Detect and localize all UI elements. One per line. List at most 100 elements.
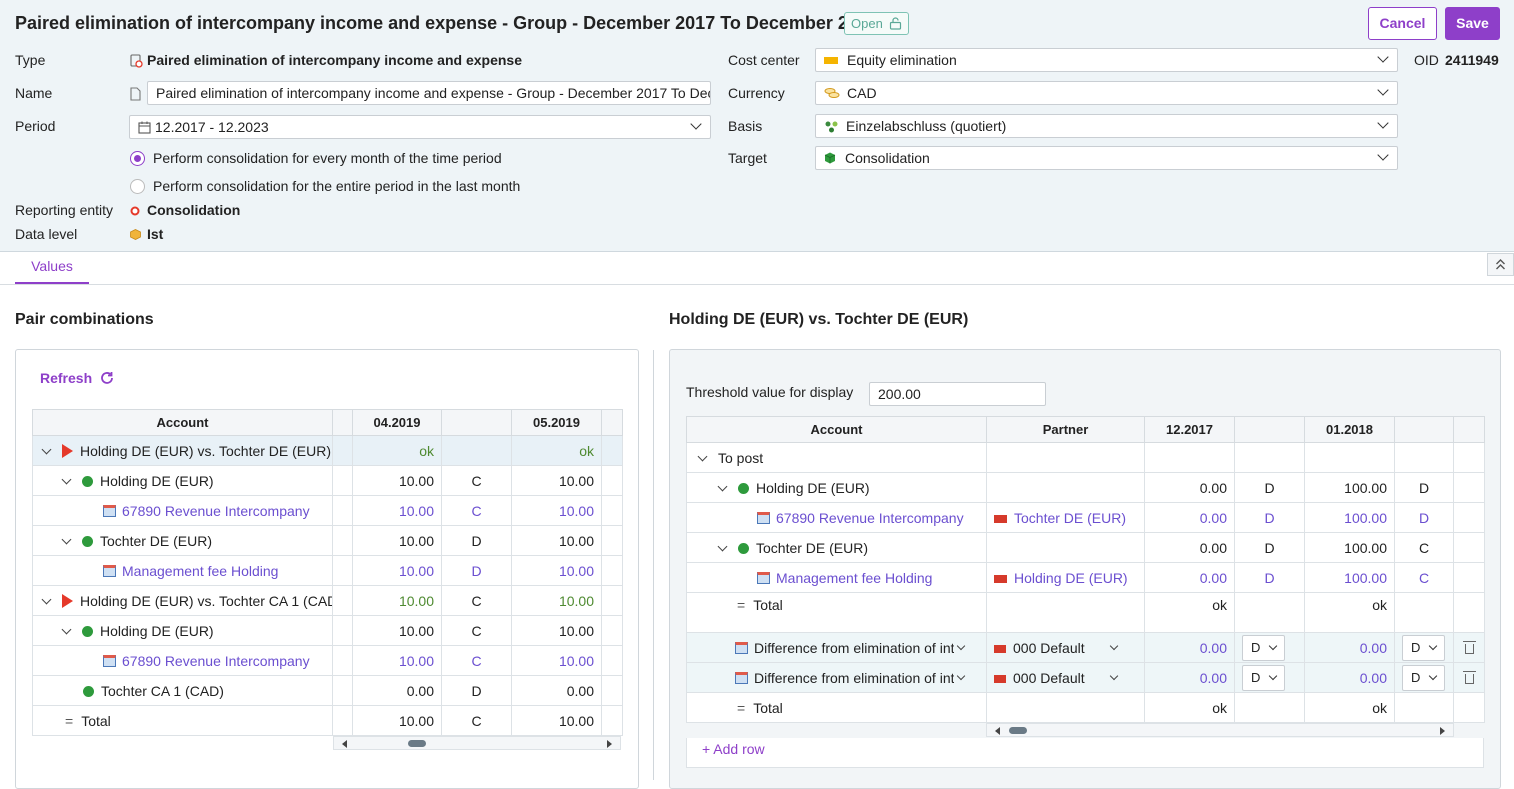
table-row[interactable]: Management fee Holding 10.00 D 10.00 bbox=[32, 555, 623, 586]
value-input[interactable]: 0.00 bbox=[1144, 662, 1235, 693]
row-label: Total bbox=[753, 699, 783, 716]
scroll-right-icon[interactable] bbox=[1440, 727, 1445, 735]
target-select[interactable]: Consolidation bbox=[815, 146, 1398, 170]
table-row-total: = Total ok ok bbox=[686, 692, 1485, 723]
cost-center-select[interactable]: Equity elimination bbox=[815, 48, 1398, 72]
sign-select[interactable]: D bbox=[1242, 664, 1286, 691]
chevron-down-icon[interactable] bbox=[1109, 671, 1118, 680]
chevron-down-icon[interactable] bbox=[956, 641, 966, 650]
col-12-2017[interactable]: 12.2017 bbox=[1144, 416, 1235, 443]
table-row[interactable]: Tochter DE (EUR) 10.00 D 10.00 bbox=[32, 525, 623, 556]
scroll-left-icon[interactable] bbox=[995, 727, 1000, 735]
table-row[interactable]: Management fee Holding Holding DE (EUR) … bbox=[686, 562, 1485, 593]
account-select-value[interactable]: Difference from elimination of intercomp… bbox=[754, 669, 954, 686]
chevron-down-icon bbox=[1377, 117, 1389, 129]
sign-select[interactable]: D bbox=[1402, 634, 1446, 661]
table-row[interactable]: 67890 Revenue Intercompany 10.00 C 10.00 bbox=[32, 645, 623, 676]
value-input[interactable]: 0.00 bbox=[1304, 662, 1395, 693]
period-select[interactable]: 12.2017 - 12.2023 bbox=[129, 115, 711, 139]
cell-sign bbox=[1394, 442, 1454, 473]
cell-value: 10.00 bbox=[511, 585, 602, 616]
chevron-down-icon[interactable] bbox=[956, 671, 966, 680]
cell-value: 10.00 bbox=[511, 555, 602, 586]
collapse-button[interactable] bbox=[1487, 253, 1514, 276]
chevron-down-icon[interactable] bbox=[697, 451, 708, 461]
unlock-icon bbox=[890, 17, 902, 30]
save-button[interactable]: Save bbox=[1445, 7, 1500, 40]
chevron-down-icon bbox=[1269, 641, 1278, 650]
chevron-down-icon[interactable] bbox=[717, 481, 728, 491]
horizontal-scrollbar[interactable] bbox=[986, 723, 1454, 737]
row-label: Tochter DE (EUR) bbox=[100, 532, 213, 549]
value-input[interactable]: 0.00 bbox=[1304, 632, 1395, 663]
chevron-down-icon[interactable] bbox=[717, 541, 728, 551]
tab-values[interactable]: Values bbox=[15, 258, 89, 284]
cell-sign: D bbox=[1234, 472, 1305, 503]
chevron-down-icon[interactable] bbox=[1109, 641, 1118, 650]
account-link[interactable]: Management fee Holding bbox=[776, 569, 933, 586]
account-link[interactable]: 67890 Revenue Intercompany bbox=[122, 502, 310, 519]
horizontal-scrollbar[interactable] bbox=[333, 736, 621, 750]
col-blank bbox=[1453, 416, 1485, 443]
radio-entire-period-label: Perform consolidation for the entire per… bbox=[153, 178, 521, 194]
table-row[interactable]: Holding DE (EUR) vs. Tochter DE (EUR) ok… bbox=[32, 435, 623, 466]
col-partner[interactable]: Partner bbox=[986, 416, 1145, 443]
table-row[interactable]: Holding DE (EUR) vs. Tochter CA 1 (CAD) … bbox=[32, 585, 623, 616]
table-row[interactable]: 67890 Revenue Intercompany Tochter DE (E… bbox=[686, 502, 1485, 533]
currency-select[interactable]: CAD bbox=[815, 81, 1398, 105]
partner-select-value[interactable]: 000 Default bbox=[1013, 669, 1085, 686]
account-link[interactable]: 67890 Revenue Intercompany bbox=[122, 652, 310, 669]
refresh-button[interactable]: Refresh bbox=[40, 370, 114, 386]
cell-value: 10.00 bbox=[352, 705, 442, 736]
row-label: To post bbox=[718, 449, 764, 466]
delete-icon[interactable] bbox=[1462, 640, 1476, 654]
chevron-down-icon[interactable] bbox=[41, 444, 52, 454]
partner-link[interactable]: Holding DE (EUR) bbox=[1014, 569, 1128, 586]
col-05-2019[interactable]: 05.2019 bbox=[511, 409, 602, 436]
cancel-button[interactable]: Cancel bbox=[1368, 7, 1437, 40]
chevron-down-icon[interactable] bbox=[41, 594, 52, 604]
pair-detail-table: Account Partner 12.2017 01.2018 To post … bbox=[686, 416, 1485, 723]
add-row-button[interactable]: + Add row bbox=[702, 741, 765, 757]
pair-combinations-heading: Pair combinations bbox=[15, 311, 154, 328]
account-select-value[interactable]: Difference from elimination of intercomp… bbox=[754, 639, 954, 656]
value-input[interactable]: 0.00 bbox=[1144, 632, 1235, 663]
scroll-right-icon[interactable] bbox=[607, 740, 612, 748]
scroll-thumb[interactable] bbox=[1009, 727, 1027, 734]
chevron-down-icon[interactable] bbox=[61, 624, 72, 634]
table-row[interactable]: Tochter CA 1 (CAD) 0.00 D 0.00 bbox=[32, 675, 623, 706]
table-row[interactable]: To post bbox=[686, 442, 1485, 473]
cell-sign: C bbox=[441, 495, 512, 526]
cell-value: 100.00 bbox=[1304, 532, 1395, 563]
table-row[interactable]: Holding DE (EUR) 10.00 C 10.00 bbox=[32, 615, 623, 646]
table-row[interactable]: Holding DE (EUR) 0.00 D 100.00 D bbox=[686, 472, 1485, 503]
account-link[interactable]: Management fee Holding bbox=[122, 562, 279, 579]
basis-select[interactable]: Einzelabschluss (quotiert) bbox=[815, 114, 1398, 138]
col-account[interactable]: Account bbox=[32, 409, 333, 436]
name-input[interactable]: Paired elimination of intercompany incom… bbox=[147, 81, 711, 105]
table-row[interactable]: 67890 Revenue Intercompany 10.00 C 10.00 bbox=[32, 495, 623, 526]
col-04-2019[interactable]: 04.2019 bbox=[352, 409, 442, 436]
chevron-down-icon[interactable] bbox=[61, 534, 72, 544]
radio-every-month[interactable] bbox=[130, 151, 145, 166]
scroll-thumb[interactable] bbox=[408, 740, 426, 747]
delete-icon[interactable] bbox=[1462, 670, 1476, 684]
sign-select[interactable]: D bbox=[1402, 664, 1446, 691]
chevron-down-icon[interactable] bbox=[61, 474, 72, 484]
table-row-edit[interactable]: Difference from elimination of intercomp… bbox=[686, 662, 1485, 693]
threshold-input[interactable]: 200.00 bbox=[869, 382, 1046, 406]
table-row-edit[interactable]: Difference from elimination of intercomp… bbox=[686, 632, 1485, 663]
scroll-left-icon[interactable] bbox=[342, 740, 347, 748]
col-account[interactable]: Account bbox=[686, 416, 987, 443]
account-icon bbox=[757, 571, 770, 584]
cell-value: 10.00 bbox=[511, 705, 602, 736]
sign-select[interactable]: D bbox=[1242, 634, 1286, 661]
col-01-2018[interactable]: 01.2018 bbox=[1304, 416, 1395, 443]
type-value: Paired elimination of intercompany incom… bbox=[147, 52, 522, 68]
partner-link[interactable]: Tochter DE (EUR) bbox=[1014, 509, 1127, 526]
partner-select-value[interactable]: 000 Default bbox=[1013, 639, 1085, 656]
radio-entire-period[interactable] bbox=[130, 179, 145, 194]
account-link[interactable]: 67890 Revenue Intercompany bbox=[776, 509, 964, 526]
table-row[interactable]: Holding DE (EUR) 10.00 C 10.00 bbox=[32, 465, 623, 496]
table-row[interactable]: Tochter DE (EUR) 0.00 D 100.00 C bbox=[686, 532, 1485, 563]
